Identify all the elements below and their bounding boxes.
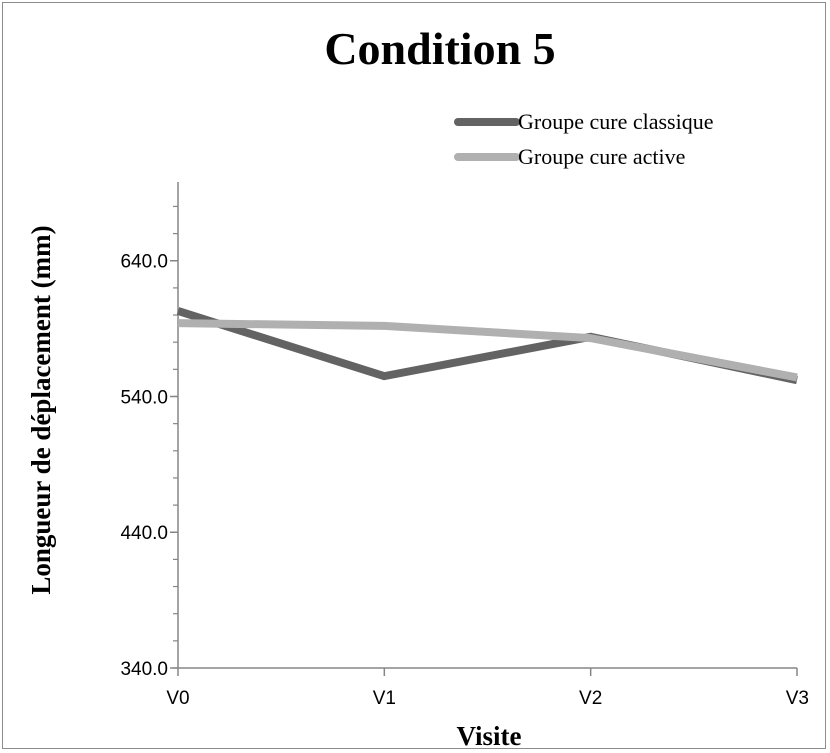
x-tick-label: V0 (166, 688, 189, 709)
legend: Groupe cure classique Groupe cure active (454, 109, 713, 169)
axes (170, 182, 798, 676)
y-tick-label: 640.0 (120, 252, 168, 273)
x-axis-title: Visite (457, 721, 522, 751)
legend-label-classique: Groupe cure classique (518, 109, 713, 134)
x-tick-label: V1 (373, 688, 396, 709)
x-tick-label: V2 (579, 688, 602, 709)
series-lines (176, 307, 798, 385)
tick-labels: 340.0 440.0 540.0 640.0 V0 V1 V2 V3 (120, 252, 809, 709)
y-tick-label: 440.0 (120, 523, 168, 544)
y-tick-label: 540.0 (120, 387, 168, 408)
series-line-active (177, 319, 798, 382)
x-tick-label: V3 (786, 688, 809, 709)
chart-title: Condition 5 (324, 23, 555, 74)
y-axis-title: Longueur de déplacement (mm) (26, 225, 56, 594)
y-tick-label: 340.0 (120, 659, 168, 680)
legend-label-active: Groupe cure active (518, 144, 685, 169)
